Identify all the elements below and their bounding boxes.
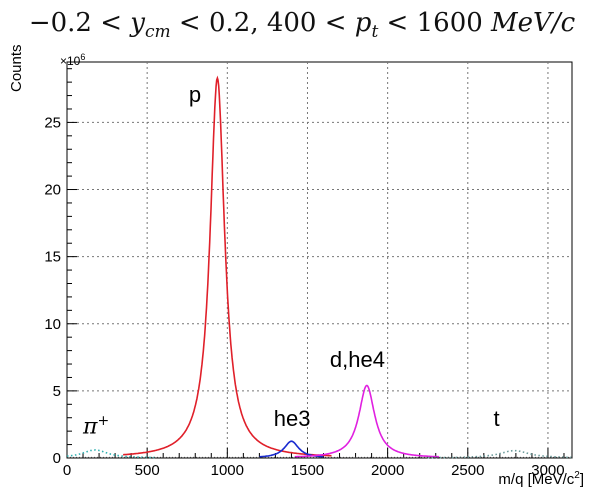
y-tick-label-5: 25 <box>44 114 61 131</box>
annotation-text-4: π <box>83 414 98 440</box>
x-tick-label-3: 1500 <box>291 462 324 479</box>
annotation-sup-4: + <box>97 413 110 430</box>
y-tick-label-1: 5 <box>53 383 61 400</box>
series-curve-0 <box>66 449 157 459</box>
x-tick-label-5: 2500 <box>451 462 484 479</box>
x-tick-label-1: 500 <box>135 462 160 479</box>
annotation-text-2: he3 <box>273 406 311 432</box>
y-tick-label-0: 0 <box>53 450 61 467</box>
series-curve-1 <box>123 75 332 457</box>
annotation-text-0: p <box>188 81 202 107</box>
annotation-0: p <box>189 82 201 108</box>
annotation-2: he3 <box>274 406 311 432</box>
annotation-1: d,he4 <box>330 347 385 373</box>
annotation-text-1: d,he4 <box>329 347 385 373</box>
y-tick-label-3: 15 <box>44 249 61 266</box>
chart-title: −0.2 < ycm < 0.2, 400 < pt < 1600 MeV/c <box>28 8 576 42</box>
x-tick-label-6: 3000 <box>531 462 564 479</box>
y-tick-label-4: 20 <box>44 182 61 199</box>
plot-frame <box>66 61 573 459</box>
x-axis-label: m/q [MeV/c2] <box>498 470 584 488</box>
x-tick-label-4: 2000 <box>371 462 404 479</box>
annotation-4: π+ <box>83 413 109 439</box>
x-tick-label-2: 1000 <box>211 462 244 479</box>
series-curve-3 <box>294 384 439 458</box>
annotation-3: t <box>493 406 499 432</box>
y-multiplier: ×106 <box>60 52 86 68</box>
annotation-text-3: t <box>493 406 500 432</box>
x-tick-label-0: 0 <box>63 462 71 479</box>
y-tick-label-2: 10 <box>44 316 61 333</box>
